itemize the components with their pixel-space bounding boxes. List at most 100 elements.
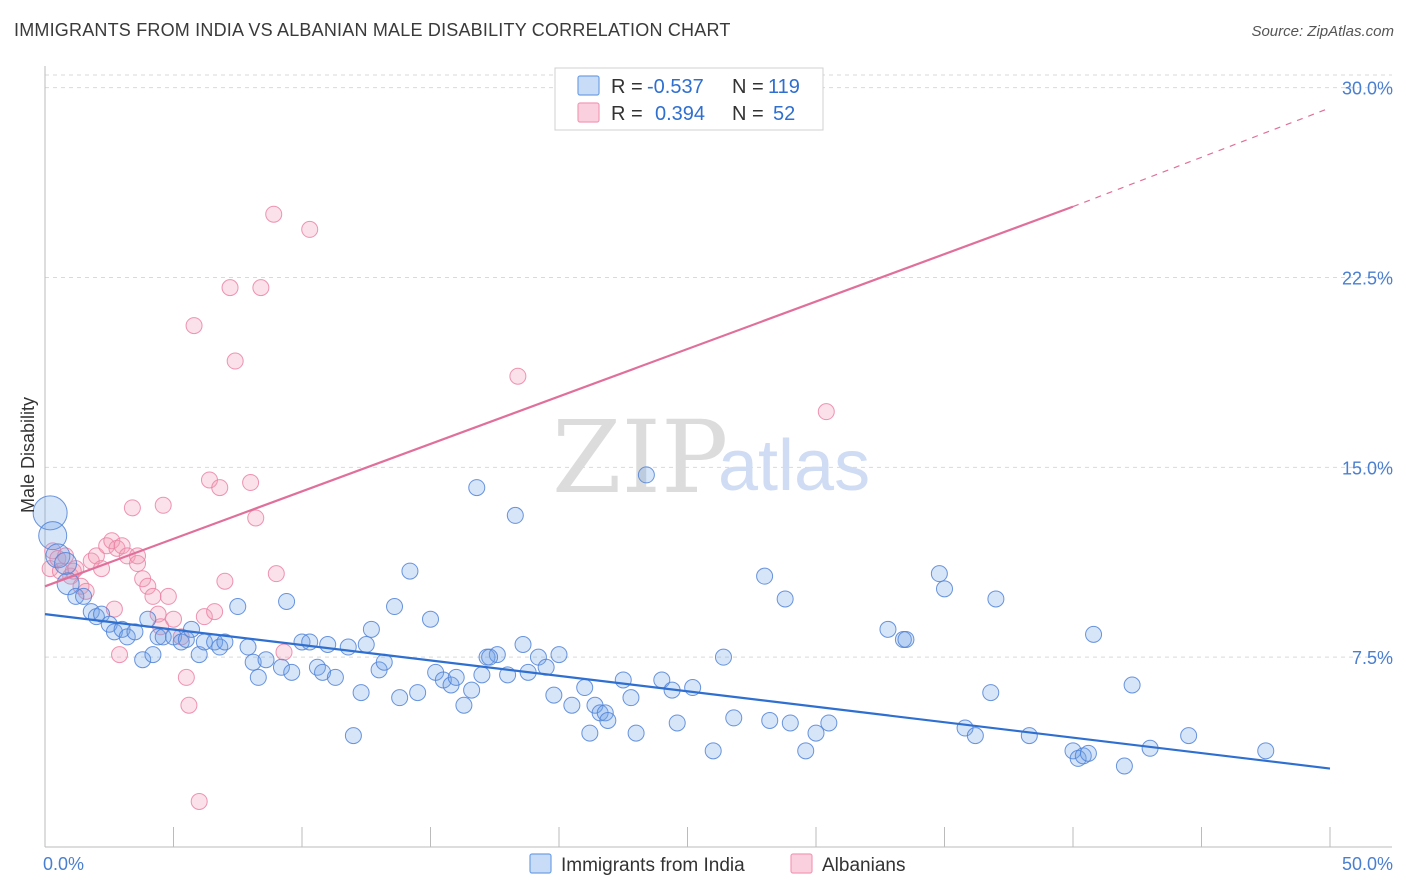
india-point [54,552,78,576]
albanians-trend-extension [1072,107,1331,208]
india-point [32,495,68,531]
y-tick-label: 7.5% [1352,648,1393,668]
albanians-point [87,547,105,565]
india-point [468,479,486,497]
legend-swatch-india [577,75,600,96]
albanians-point [221,279,239,297]
india-point [422,610,439,628]
india-point [930,565,948,583]
albanians-point [817,403,835,421]
india-point [391,689,409,707]
series-legend: Immigrants from India Albanians [529,853,905,876]
albanians-point [165,610,182,628]
india-point [756,567,774,585]
india-point [326,668,344,686]
india-point [134,651,152,669]
trend-lines [44,107,1331,770]
legend-r-label-india: R = [611,76,643,98]
india-point [704,742,722,760]
india-point [182,620,200,638]
india-trend-line [44,613,1331,770]
india-point [75,587,93,605]
india-point [190,646,208,664]
albanians-point [211,479,229,497]
india-point [1085,625,1103,643]
albanians-point [77,582,95,600]
india-point [622,689,640,707]
india-point [1115,757,1133,775]
legend-r-value-albanians: 0.394 [655,103,705,125]
albanians-point [190,792,208,810]
india-point [352,684,370,702]
legend-r-label-albanians: R = [611,103,643,125]
y-tick-label: 30.0% [1342,79,1393,99]
albanians-point [98,537,116,555]
india-point [982,684,1000,702]
albanians-point [206,603,224,621]
india-point [506,506,524,524]
albanians-point [144,587,162,605]
legend-n-value-albanians: 52 [773,103,795,125]
india-point [820,714,838,732]
india-point [897,630,915,648]
axes [44,66,1392,848]
india-point [463,681,481,699]
albanians-point [252,279,270,297]
india-point [936,580,953,598]
y-tick-label: 15.0% [1342,458,1393,478]
legend-n-value-india: 119 [768,76,800,98]
india-point [637,466,655,484]
india-point [314,663,332,681]
india-point [447,668,465,686]
albanians-point [180,696,198,714]
albanians-point [265,205,283,223]
india-point [455,696,473,714]
india-point [386,598,404,616]
india-point [244,653,262,671]
india-point [144,646,162,664]
series-label-india: Immigrants from India [561,855,745,876]
india-point [776,590,794,608]
india-point [987,590,1005,608]
albanians-point [275,643,293,661]
india-point [216,633,234,651]
india-point [514,636,532,654]
india-point [1079,744,1097,762]
india-point [550,646,568,664]
india-point [149,628,167,646]
india-point [614,671,632,689]
x-tick-label: 0.0% [43,854,84,874]
india-point [807,724,825,742]
india-point [1180,727,1198,745]
albanians-point [242,474,260,492]
india-point [401,562,419,580]
y-tick-label: 22.5% [1342,268,1393,288]
albanians-point [509,367,527,385]
correlation-legend: R = -0.537 N = 119 R = 0.394 N = 52 [554,67,824,131]
india-point [481,648,499,666]
india-point [278,592,296,610]
india-point [1257,742,1275,760]
india-point [879,620,897,638]
albanians-point [154,496,172,514]
india-point [797,742,815,760]
india-point [761,711,779,729]
india-point [211,638,229,656]
watermark-zip: ZIP [552,399,728,516]
albanians-point [185,317,203,335]
albanians-point [216,572,234,590]
albanians-point [105,600,123,618]
albanians-point [159,587,177,605]
india-point [38,521,68,551]
india-point [668,714,686,732]
x-tick-label: 50.0% [1342,854,1393,874]
albanians-point [247,509,265,527]
india-point [257,651,275,669]
legend-box [554,67,824,131]
albanians-point [267,565,285,583]
india-point [357,636,375,654]
india-point [1020,727,1038,745]
india-point [239,638,257,656]
source-attribution: Source: ZipAtlas.com [1251,23,1394,40]
